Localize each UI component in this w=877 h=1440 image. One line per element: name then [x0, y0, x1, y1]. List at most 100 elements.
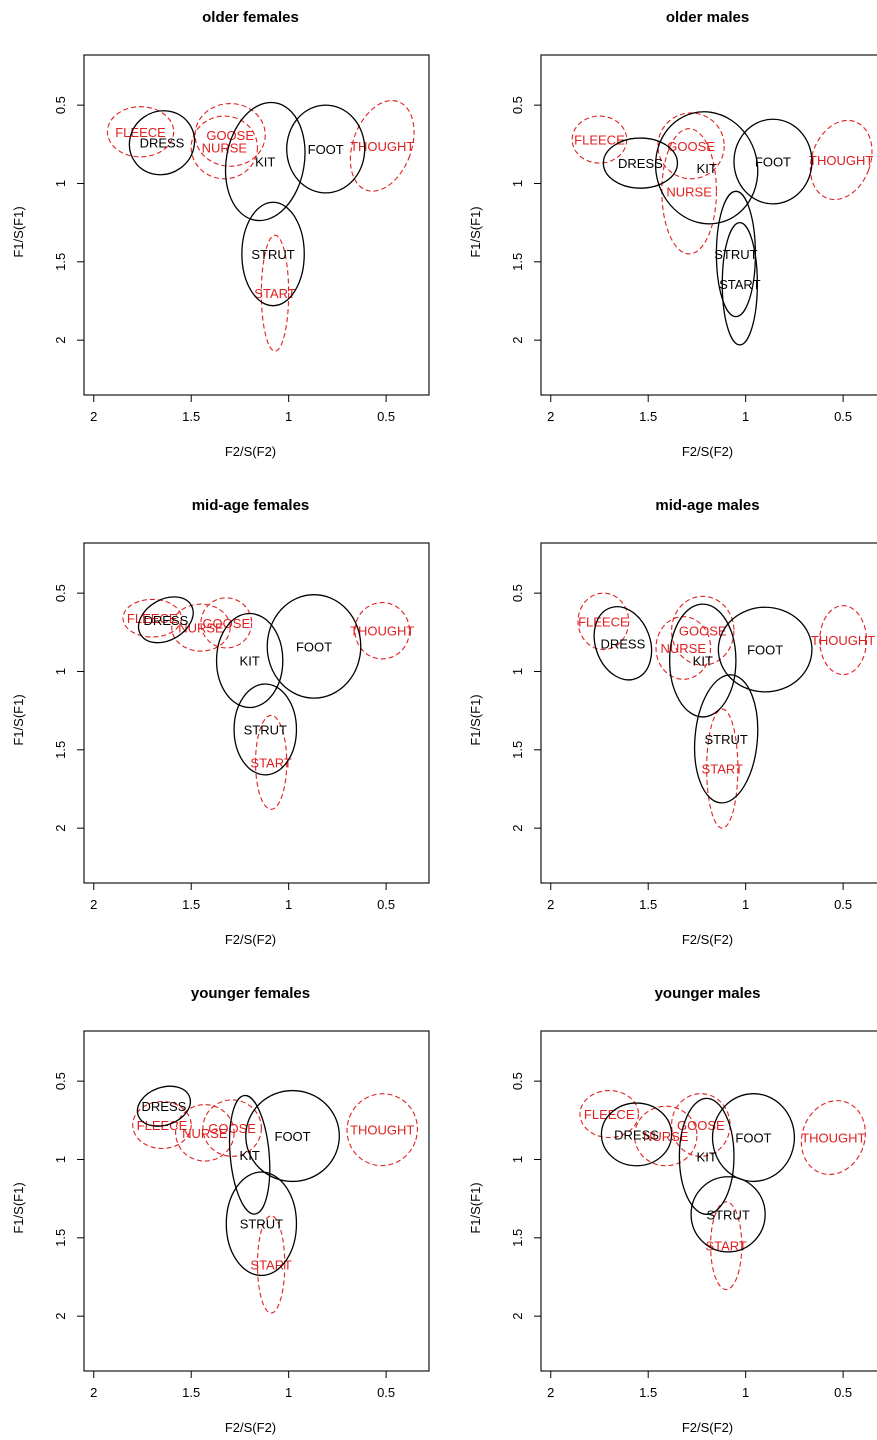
vowel-foot: FOOT	[733, 118, 813, 205]
vowel-label: GOOSE	[206, 128, 254, 143]
vowel-kit: KIT	[668, 603, 737, 718]
y-tick-label: 1	[53, 180, 68, 187]
y-axis-ticks: 0.5 1 1.5 2	[510, 1072, 541, 1320]
vowel-nurse: NURSE	[175, 1104, 235, 1162]
x-tick-label: 0.5	[377, 409, 395, 424]
vowel-ellipse	[241, 201, 305, 307]
plot-frame	[540, 1030, 877, 1372]
vowel-ellipse	[106, 106, 175, 158]
vowel-foot: FOOT	[266, 594, 362, 699]
vowel-label: FOOT	[308, 142, 344, 157]
vowel-foot: FOOT	[286, 104, 366, 194]
vowel-label: THOUGHT	[811, 633, 875, 648]
panel-mid-age-females: mid-age females 2 1.5 1 0.5 0.5 1 1.5 2 F2/S(F2) F…	[11, 497, 430, 947]
vowel-strut: STRUT	[693, 674, 759, 804]
x-tick-label: 2	[547, 409, 554, 424]
vowel-label: KIT	[693, 654, 713, 669]
vowel-thought: THOUGHT	[811, 605, 875, 676]
y-tick-label: 1.5	[53, 253, 68, 271]
vowel-label: GOOSE	[667, 139, 715, 154]
vowel-ellipse	[690, 1176, 766, 1253]
series-red: FLEECE GOOSE NURSE THOUGHT	[571, 112, 873, 255]
x-tick-label: 2	[90, 897, 97, 912]
vowel-label: STRUT	[251, 247, 294, 262]
vowel-ellipse	[671, 595, 735, 666]
x-tick-label: 1.5	[639, 409, 657, 424]
vowel-ellipse	[600, 1102, 673, 1167]
x-tick-label: 1	[742, 409, 749, 424]
x-tick-label: 1	[742, 1385, 749, 1400]
panel-title: mid-age females	[192, 497, 310, 514]
series-black: DRESS KIT FOOT STRUT	[593, 603, 813, 804]
plot-frame	[83, 1030, 430, 1372]
vowel-start: START	[254, 234, 296, 352]
panel-younger-males: younger males 2 1.5 1 0.5 0.5 1 1.5 2 F2/S(F2) F1/…	[468, 985, 877, 1435]
vowel-ellipse	[256, 1215, 286, 1314]
panel-older-females: older females 2 1.5 1 0.5 0.5 1 1.5 2 F2/S(F2) F1/…	[11, 9, 430, 459]
vowel-ellipse	[711, 1093, 796, 1183]
vowel-label: NURSE	[182, 1126, 228, 1141]
vowel-label: STRUT	[714, 247, 757, 262]
vowel-label: DRESS	[600, 636, 645, 651]
vowel-label: STRUT	[240, 1217, 283, 1232]
vowel-strut: STRUT	[241, 201, 305, 307]
vowel-label: FOOT	[747, 643, 783, 658]
vowel-kit: KIT	[215, 612, 284, 709]
y-axis-ticks: 0.5 1 1.5 2	[53, 96, 84, 344]
panel-title: older males	[666, 9, 749, 26]
vowel-label: DRESS	[143, 613, 188, 628]
vowel-label: FLEECE	[574, 133, 625, 148]
vowel-ellipse	[721, 221, 759, 346]
vowel-label: DRESS	[140, 136, 185, 151]
vowel-ellipse	[809, 119, 873, 201]
vowel-thought: THOUGHT	[809, 119, 873, 201]
y-tick-label: 2	[510, 1313, 525, 1320]
series-black: DRESS KIT FOOT STRUT START	[602, 111, 813, 346]
x-axis-label: F2/S(F2)	[225, 444, 276, 459]
vowel-ellipse	[171, 603, 231, 652]
y-tick-label: 2	[53, 825, 68, 832]
y-tick-label: 1.5	[510, 1229, 525, 1247]
vowel-ellipse	[175, 1104, 235, 1162]
vowel-label: STRUT	[244, 722, 287, 737]
vowel-strut: STRUT	[690, 1176, 766, 1253]
vowel-dress: DRESS	[128, 110, 196, 176]
vowel-dress: DRESS	[602, 137, 679, 189]
vowel-ellipse	[202, 1099, 262, 1157]
vowel-label: THOUGHT	[801, 1131, 865, 1146]
y-tick-label: 1.5	[510, 741, 525, 759]
y-axis-label: F1/S(F1)	[468, 1182, 483, 1233]
y-tick-label: 0.5	[53, 1072, 68, 1090]
x-tick-label: 1.5	[182, 897, 200, 912]
plot-frame	[83, 542, 430, 884]
vowel-dress: DRESS	[137, 596, 194, 644]
y-axis-label: F1/S(F1)	[11, 694, 26, 745]
vowel-label: GOOSE	[202, 616, 250, 631]
x-tick-label: 0.5	[834, 409, 852, 424]
x-tick-label: 0.5	[834, 1385, 852, 1400]
vowel-label: FLEECE	[578, 614, 629, 629]
vowel-dress: DRESS	[600, 1102, 673, 1167]
y-tick-label: 1	[53, 668, 68, 675]
x-axis-label: F2/S(F2)	[225, 932, 276, 947]
vowel-ellipse	[224, 101, 306, 222]
plot-frame	[540, 54, 877, 396]
vowel-ellipse	[668, 603, 737, 718]
x-tick-label: 2	[90, 1385, 97, 1400]
x-tick-label: 1.5	[639, 897, 657, 912]
vowel-ellipse	[225, 1171, 298, 1277]
vowel-label: STRUT	[706, 1207, 749, 1222]
x-axis-ticks: 2 1.5 1 0.5	[90, 1371, 395, 1400]
y-tick-label: 2	[53, 1313, 68, 1320]
panel-mid-age-males: mid-age males 2 1.5 1 0.5 0.5 1 1.5 2 F2/S(F2) F1/…	[468, 497, 877, 947]
vowel-ellipse	[266, 594, 362, 699]
vowel-ellipse	[717, 606, 813, 693]
x-tick-label: 1	[285, 1385, 292, 1400]
vowel-fleece: FLEECE	[577, 592, 630, 651]
